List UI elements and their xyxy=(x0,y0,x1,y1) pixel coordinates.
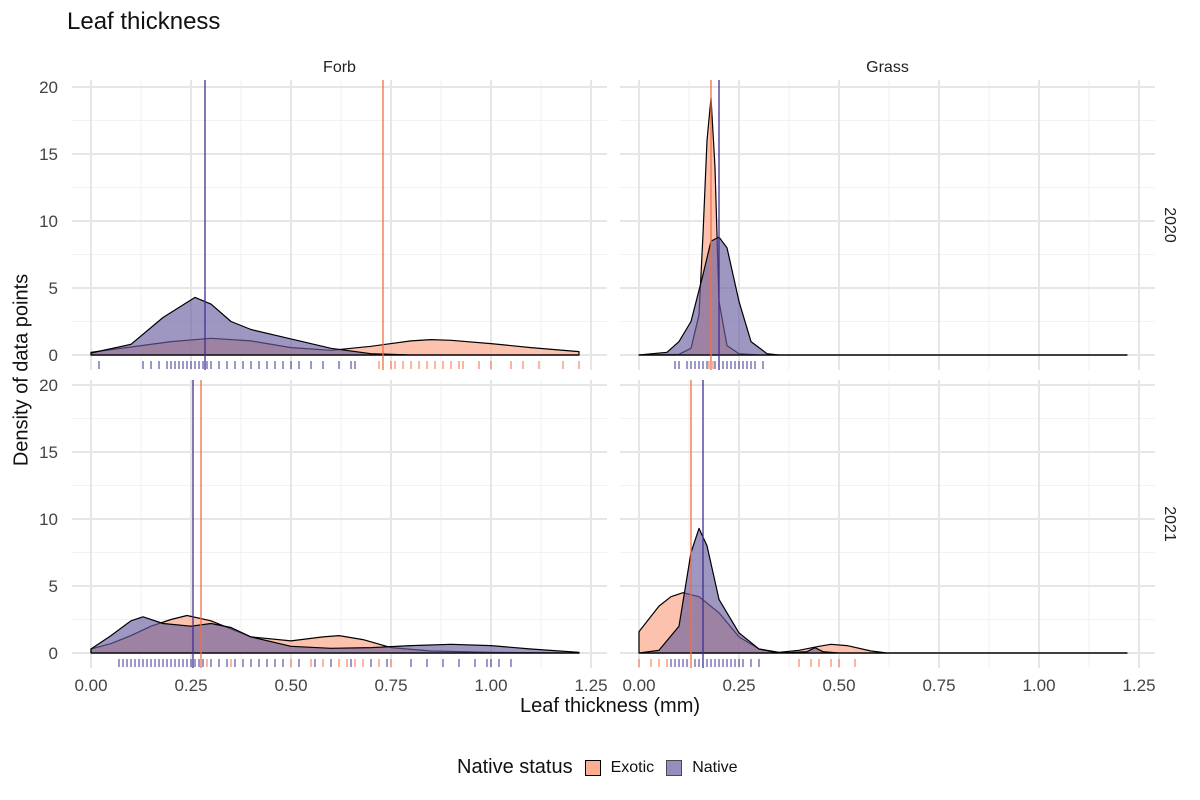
facet-label-grass: Grass xyxy=(866,59,909,76)
y-tick-label: 15 xyxy=(39,145,58,164)
x-tick-label: 0.75 xyxy=(374,676,407,695)
facet-label-2020: 2020 xyxy=(1161,207,1178,243)
legend-label-native: Native xyxy=(692,758,738,776)
density-native-forb-2020 xyxy=(90,296,580,356)
chart-title: Leaf thickness xyxy=(67,8,221,35)
y-tick-label: 15 xyxy=(39,443,58,462)
y-tick-label: 10 xyxy=(39,212,58,231)
density-native-grass-2021 xyxy=(638,527,1128,654)
y-tick-label: 0 xyxy=(49,644,58,663)
density-native-grass-2020 xyxy=(638,236,1128,356)
x-tick-label: 0.25 xyxy=(722,676,755,695)
legend-key-exotic xyxy=(584,759,601,776)
legend-label-exotic: Exotic xyxy=(610,758,655,776)
x-tick-label: 1.00 xyxy=(474,676,507,695)
legend: Native status Exotic Native xyxy=(457,756,750,779)
legend-item-native: Native xyxy=(666,758,738,777)
y-tick-label: 5 xyxy=(49,279,58,298)
y-tick-label: 5 xyxy=(49,577,58,596)
facet-label-2021: 2021 xyxy=(1161,506,1178,542)
legend-key-native xyxy=(666,759,683,776)
y-tick-label: 20 xyxy=(39,78,58,97)
x-tick-label: 0.75 xyxy=(922,676,955,695)
x-tick-label: 1.00 xyxy=(1022,676,1055,695)
facet-label-forb: Forb xyxy=(323,59,356,76)
x-axis-label: Leaf thickness (mm) xyxy=(519,695,701,717)
x-tick-label: 0.25 xyxy=(174,676,207,695)
legend-item-exotic: Exotic xyxy=(584,758,655,777)
y-tick-label: 10 xyxy=(39,510,58,529)
legend-title: Native status xyxy=(457,756,573,778)
x-tick-label: 0.00 xyxy=(622,676,655,695)
density-native-forb-2021 xyxy=(90,616,580,654)
x-tick-label: 0.50 xyxy=(822,676,855,695)
x-tick-label: 0.00 xyxy=(74,676,107,695)
y-tick-label: 0 xyxy=(49,346,58,365)
x-tick-label: 1.25 xyxy=(1122,676,1155,695)
x-tick-label: 0.50 xyxy=(274,676,307,695)
y-tick-label: 20 xyxy=(39,376,58,395)
x-tick-label: 1.25 xyxy=(574,676,607,695)
